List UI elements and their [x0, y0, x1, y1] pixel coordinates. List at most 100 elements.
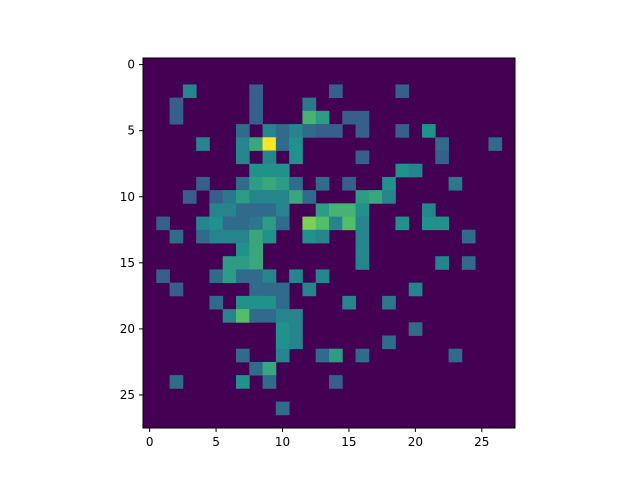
- heatmap-cell: [395, 163, 410, 178]
- heatmap-cell: [329, 348, 343, 363]
- heatmap-cell: [182, 84, 197, 99]
- heatmap-cell: [262, 124, 277, 138]
- heatmap-cell: [262, 137, 277, 151]
- heatmap-cell: [236, 256, 250, 270]
- heatmap-cell: [262, 295, 277, 310]
- heatmap-cell: [355, 124, 370, 138]
- y-tick-label: 10: [120, 190, 135, 204]
- heatmap-cell: [222, 269, 237, 284]
- heatmap-cell: [315, 203, 330, 217]
- heatmap-cell: [382, 295, 396, 310]
- heatmap-cell: [275, 190, 290, 204]
- heatmap-cell: [236, 295, 250, 310]
- heatmap-cell: [182, 190, 197, 204]
- heatmap-cell: [355, 216, 370, 231]
- heatmap-cell: [422, 216, 436, 231]
- heatmap-cell: [236, 229, 250, 244]
- heatmap-cell: [275, 309, 290, 323]
- heatmap-cell: [342, 203, 356, 217]
- y-tick-label: 0: [127, 58, 135, 72]
- heatmap-cell: [275, 335, 290, 350]
- heatmap-cell: [236, 375, 250, 389]
- heatmap-cell: [236, 203, 250, 217]
- heatmap-cell: [342, 110, 356, 125]
- heatmap-cell: [262, 216, 277, 231]
- heatmap-cell: [169, 282, 184, 297]
- heatmap-cell: [329, 375, 343, 389]
- heatmap-cell: [249, 243, 263, 257]
- y-tick-label: 20: [120, 322, 135, 336]
- heatmap-cell: [196, 137, 210, 151]
- heatmap-cell: [236, 150, 250, 165]
- x-tick-label: 10: [275, 435, 290, 449]
- x-tick-label: 15: [341, 435, 356, 449]
- heatmap-cell: [262, 176, 277, 191]
- heatmap-cell: [156, 216, 170, 231]
- heatmap-cells: [143, 58, 515, 428]
- heatmap-cell: [422, 203, 436, 217]
- heatmap-cell: [262, 229, 277, 244]
- heatmap-cell: [236, 137, 250, 151]
- heatmap-cell: [236, 309, 250, 323]
- heatmap-cell: [262, 361, 277, 376]
- heatmap-cell: [169, 229, 184, 244]
- heatmap-cell: [382, 190, 396, 204]
- heatmap-cell: [249, 97, 263, 112]
- axes-frame: [142, 57, 516, 429]
- heatmap-cell: [355, 203, 370, 217]
- heatmap-cell: [249, 176, 263, 191]
- heatmap-cell: [395, 84, 410, 99]
- heatmap-cell: [236, 190, 250, 204]
- heatmap-cell: [289, 124, 303, 138]
- heatmap-cell: [249, 203, 263, 217]
- heatmap-cell: [249, 110, 263, 125]
- heatmap-cell: [209, 203, 224, 217]
- heatmap-cell: [329, 203, 343, 217]
- heatmap-cell: [262, 190, 277, 204]
- heatmap-cell: [315, 176, 330, 191]
- heatmap-cell: [315, 269, 330, 284]
- y-tick-label: 15: [120, 256, 135, 270]
- heatmap-cell: [196, 216, 210, 231]
- heatmap-cell: [209, 229, 224, 244]
- heatmap-cell: [209, 269, 224, 284]
- heatmap-cell: [249, 295, 263, 310]
- heatmap-cell: [289, 309, 303, 323]
- heatmap-cell: [249, 137, 263, 151]
- heatmap-cell: [302, 216, 317, 231]
- heatmap-cell: [302, 229, 317, 244]
- heatmap-cell: [488, 137, 503, 151]
- y-axis-ticks: 0 5 10 15 20 25: [120, 58, 143, 402]
- heatmap-cell: [329, 216, 343, 231]
- heatmap-cell: [315, 110, 330, 125]
- heatmap-cell: [249, 256, 263, 270]
- heatmap-cell: [289, 190, 303, 204]
- heatmap-cell: [342, 216, 356, 231]
- heatmap-cell: [289, 322, 303, 336]
- heatmap-cell: [461, 229, 476, 244]
- heatmap-cell: [169, 97, 184, 112]
- heatmap-cell: [355, 190, 370, 204]
- heatmap-cell: [236, 348, 250, 363]
- y-tick-label: 25: [120, 388, 135, 402]
- heatmap-cell: [302, 124, 317, 138]
- heatmap-cell: [249, 216, 263, 231]
- heatmap-cell: [196, 229, 210, 244]
- x-tick-label: 20: [408, 435, 423, 449]
- heatmap-cell: [275, 282, 290, 297]
- heatmap-cell: [289, 176, 303, 191]
- heatmap-cell: [302, 190, 317, 204]
- heatmap-cell: [222, 256, 237, 270]
- heatmap-cell: [342, 295, 356, 310]
- heatmap-cell: [302, 282, 317, 297]
- heatmap-cell: [408, 322, 423, 336]
- heatmap-cell: [262, 269, 277, 284]
- heatmap-cell: [249, 309, 263, 323]
- heatmap-cell: [236, 269, 250, 284]
- heatmap-cell: [289, 137, 303, 151]
- heatmap-cell: [368, 190, 383, 204]
- heatmap-cell: [169, 375, 184, 389]
- heatmap-cell: [289, 150, 303, 165]
- x-tick-label: 25: [474, 435, 489, 449]
- heatmap-cell: [435, 150, 449, 165]
